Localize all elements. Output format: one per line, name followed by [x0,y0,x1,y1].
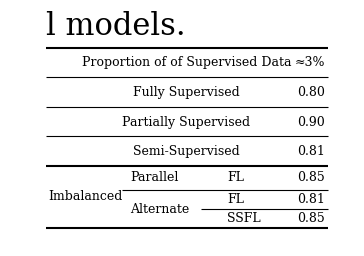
Text: Parallel: Parallel [130,171,178,184]
Text: FL: FL [228,171,244,184]
Text: 0.85: 0.85 [297,212,325,225]
Text: Imbalanced: Imbalanced [48,190,123,203]
Text: 0.85: 0.85 [297,171,325,184]
Text: Partially Supervised: Partially Supervised [123,116,250,129]
Text: Semi-Supervised: Semi-Supervised [133,145,240,158]
Text: l models.: l models. [46,11,185,42]
Text: SSFL: SSFL [228,212,261,225]
Text: 0.80: 0.80 [297,86,325,99]
Text: 0.90: 0.90 [297,116,325,129]
Text: 0.81: 0.81 [297,145,325,158]
Text: Alternate: Alternate [130,202,189,216]
Text: Proportion of of Supervised Data: Proportion of of Supervised Data [82,56,291,69]
Text: ≈3%: ≈3% [294,56,325,69]
Text: Fully Supervised: Fully Supervised [133,86,240,99]
Text: FL: FL [228,193,244,206]
Text: 0.81: 0.81 [297,193,325,206]
